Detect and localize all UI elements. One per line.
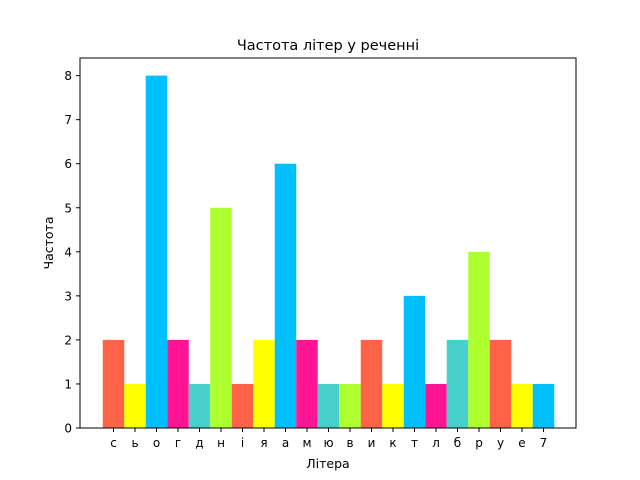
y-tick-label: 4 [64, 245, 72, 259]
x-tick-label: л [432, 436, 440, 450]
bar-3 [167, 339, 189, 428]
x-tick-label: и [368, 436, 376, 450]
x-tick-label: а [282, 436, 289, 450]
bar-2 [145, 75, 168, 428]
x-axis-label: Літера [306, 456, 349, 471]
x-tick-label: г [175, 436, 181, 450]
bar-10 [317, 383, 340, 428]
y-tick-label: 0 [64, 422, 72, 436]
bar-9 [296, 339, 318, 428]
bar-20 [532, 383, 555, 428]
y-axis-label: Частота [41, 217, 56, 270]
bar-15 [425, 383, 447, 428]
x-tick-label: с [110, 436, 117, 450]
plot-frame [79, 57, 577, 429]
x-tick-label: т [411, 436, 418, 450]
x-tick-label: 7 [540, 436, 548, 450]
bar-19 [511, 383, 533, 428]
bar-7 [253, 339, 275, 428]
x-tick-label: е [518, 436, 525, 450]
x-tick-label: к [389, 436, 396, 450]
y-tick-label: 3 [64, 289, 72, 303]
bar-11 [339, 383, 361, 428]
x-tick-label: н [217, 436, 225, 450]
x-tick-label: у [497, 436, 504, 450]
bar-0 [102, 339, 125, 428]
y-tick-label: 2 [64, 333, 72, 347]
bars-group [102, 75, 555, 428]
bar-5 [210, 207, 232, 428]
x-tick-label: в [346, 436, 353, 450]
bar-16 [446, 339, 469, 428]
y-axis: 0 1 2 3 4 5 6 7 8 [64, 69, 80, 436]
bar-12 [360, 339, 383, 428]
bar-18 [489, 339, 512, 428]
bar-6 [231, 383, 254, 428]
y-tick-label: 6 [64, 157, 72, 171]
x-tick-label: б [454, 436, 461, 450]
x-tick-label: р [475, 436, 483, 450]
bar-14 [403, 295, 426, 428]
x-tick-label: я [260, 436, 267, 450]
x-tick-label: м [302, 436, 311, 450]
y-tick-label: 1 [64, 377, 72, 391]
y-tick-label: 7 [64, 113, 72, 127]
bar-17 [468, 251, 490, 428]
bar-13 [382, 383, 404, 428]
bar-8 [274, 163, 297, 428]
x-tick-label: ю [323, 436, 333, 450]
x-tick-label: ь [131, 436, 138, 450]
y-tick-label: 8 [64, 69, 72, 83]
x-tick-label: д [195, 436, 203, 450]
bar-4 [188, 383, 211, 428]
x-tick-label: о [153, 436, 160, 450]
y-tick-label: 5 [64, 201, 72, 215]
bar-1 [124, 383, 146, 428]
x-tick-label: і [241, 436, 244, 450]
chart-title: Частота літер у реченні [237, 38, 419, 54]
